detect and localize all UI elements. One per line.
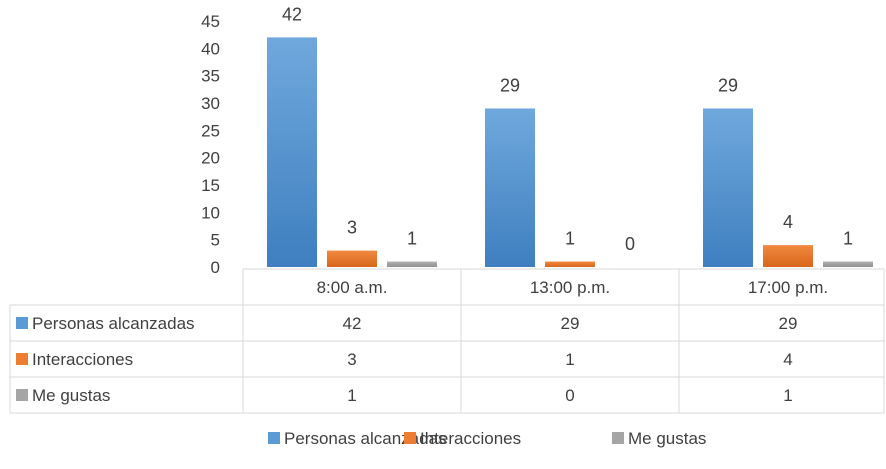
- table-cell: 1: [783, 386, 792, 405]
- legend-label: Interacciones: [420, 429, 521, 448]
- table-cell: 29: [561, 314, 580, 333]
- x-tick-label: 13:00 p.m.: [530, 278, 610, 297]
- bar: [823, 261, 873, 267]
- y-axis: 0 5 10 15 20 25 30 35 40 45: [201, 12, 220, 277]
- legend-swatch: [268, 432, 280, 444]
- data-table: 8:00 a.m. 13:00 p.m. 17:00 p.m. Personas al…: [9, 268, 885, 414]
- bars: [267, 37, 873, 268]
- data-label: 1: [407, 229, 417, 249]
- y-tick-label: 5: [211, 231, 220, 250]
- legend-swatch: [404, 432, 416, 444]
- bar: [703, 108, 753, 267]
- table-cell: 1: [347, 386, 356, 405]
- bar: [387, 261, 437, 267]
- y-tick-label: 35: [201, 67, 220, 86]
- legend-label: Me gustas: [628, 429, 706, 448]
- table-cell: 42: [343, 314, 362, 333]
- table-cell: 3: [347, 350, 356, 369]
- data-label: 29: [718, 75, 738, 95]
- table-legend-key: [16, 389, 28, 401]
- bar: [545, 261, 595, 267]
- bar: [763, 245, 813, 267]
- table-cell: 29: [779, 314, 798, 333]
- bar: [267, 37, 317, 268]
- data-label: 0: [625, 234, 635, 254]
- data-label: 3: [347, 218, 357, 238]
- legend-swatch: [612, 432, 624, 444]
- data-labels: 42 29 29 3 1 4 1 0 1: [282, 4, 853, 254]
- data-label: 1: [843, 229, 853, 249]
- x-tick-label: 8:00 a.m.: [317, 278, 388, 297]
- table-row-label: Me gustas: [32, 386, 110, 405]
- x-tick-label: 17:00 p.m.: [748, 278, 828, 297]
- table-row-label: Personas alcanzadas: [32, 314, 195, 333]
- data-label: 29: [500, 75, 520, 95]
- bar: [485, 108, 535, 267]
- y-tick-label: 20: [201, 149, 220, 168]
- table-row-label: Interacciones: [32, 350, 133, 369]
- table-cell: 1: [565, 350, 574, 369]
- y-tick-label: 30: [201, 94, 220, 113]
- table-cell: 0: [565, 386, 574, 405]
- y-tick-label: 10: [201, 203, 220, 222]
- y-tick-label: 0: [211, 258, 220, 277]
- table-legend-key: [16, 317, 28, 329]
- data-label: 4: [783, 212, 793, 232]
- y-tick-label: 40: [201, 39, 220, 58]
- table-cell: 4: [783, 350, 792, 369]
- data-label: 1: [565, 229, 575, 249]
- y-tick-label: 15: [201, 176, 220, 195]
- y-tick-label: 25: [201, 121, 220, 140]
- y-tick-label: 45: [201, 12, 220, 31]
- table-legend-key: [16, 353, 28, 365]
- data-label: 42: [282, 4, 302, 24]
- bar: [327, 250, 377, 267]
